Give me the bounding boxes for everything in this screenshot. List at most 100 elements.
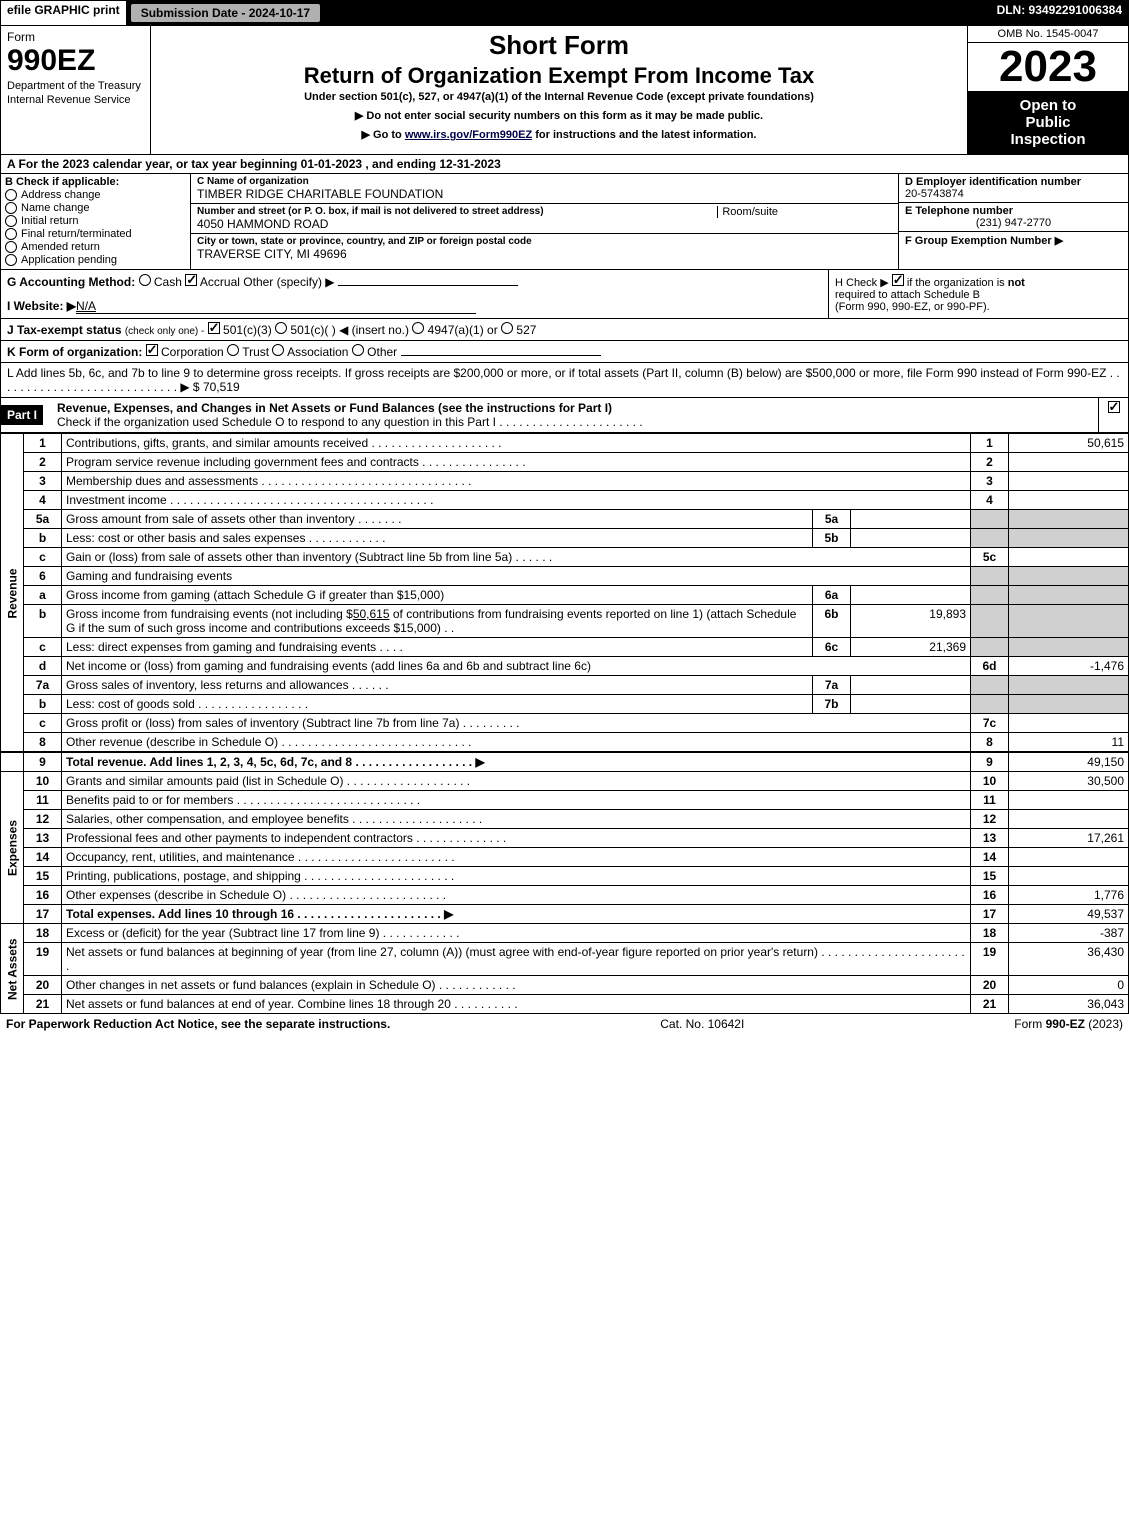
line-num: 5a: [24, 510, 62, 529]
shaded-cell: [971, 638, 1009, 657]
subline-amount: [851, 695, 971, 714]
line-amount: -1,476: [1009, 657, 1129, 676]
line-num: 9: [24, 752, 62, 772]
line-ref: 14: [971, 848, 1009, 867]
line-desc: Less: cost or other basis and sales expe…: [62, 529, 813, 548]
j-527-checkbox[interactable]: [501, 322, 513, 334]
accrual-checkbox[interactable]: [185, 274, 197, 286]
note-goto-pre: ▶ Go to: [362, 129, 405, 141]
cash-checkbox[interactable]: [139, 274, 151, 286]
footer-right: Form 990-EZ (2023): [1014, 1017, 1123, 1031]
l6b-d1: Gross income from fundraising events (no…: [66, 607, 353, 621]
k-other-checkbox[interactable]: [352, 344, 364, 356]
efile-print-label[interactable]: efile GRAPHIC print: [1, 1, 128, 25]
j-opt2: 501(c)( ) ◀ (insert no.): [290, 323, 409, 337]
part-i-checkbox[interactable]: [1108, 401, 1120, 413]
line-num: 18: [24, 924, 62, 943]
other-specify-input[interactable]: [338, 285, 518, 286]
line-amount: [1009, 491, 1129, 510]
line-ref: 5c: [971, 548, 1009, 567]
revenue-vlabel: Revenue: [1, 434, 24, 753]
chk-label: Name change: [21, 202, 90, 214]
org-name: TIMBER RIDGE CHARITABLE FOUNDATION: [197, 187, 892, 201]
k-trust-checkbox[interactable]: [227, 344, 239, 356]
chk-name-change[interactable]: Name change: [5, 202, 186, 214]
line-desc: Gross sales of inventory, less returns a…: [62, 676, 813, 695]
j-opt1: 501(c)(3): [223, 323, 272, 337]
checkbox-icon[interactable]: [5, 241, 17, 253]
line-amount: -387: [1009, 924, 1129, 943]
part-i-header: Part I Revenue, Expenses, and Changes in…: [0, 398, 1129, 433]
shaded-cell: [1009, 695, 1129, 714]
irs-link[interactable]: www.irs.gov/Form990EZ: [405, 129, 532, 141]
table-row: 3 Membership dues and assessments . . . …: [1, 472, 1129, 491]
k-assoc-checkbox[interactable]: [272, 344, 284, 356]
omb-number: OMB No. 1545-0047: [968, 26, 1128, 43]
line-amount: [1009, 810, 1129, 829]
chk-initial-return[interactable]: Initial return: [5, 215, 186, 227]
table-row: Expenses 10 Grants and similar amounts p…: [1, 772, 1129, 791]
line-ref: 11: [971, 791, 1009, 810]
roomsuite-label: Room/suite: [717, 206, 778, 218]
i-label: I Website: ▶: [7, 299, 76, 313]
line-num: a: [24, 586, 62, 605]
line-ref: 1: [971, 434, 1009, 453]
h-text1: H Check ▶: [835, 277, 889, 289]
line-ref: 4: [971, 491, 1009, 510]
line-desc: Professional fees and other payments to …: [62, 829, 971, 848]
expenses-vlabel: Expenses: [1, 772, 24, 924]
line-num: 16: [24, 886, 62, 905]
subline-ref: 7a: [813, 676, 851, 695]
h-checkbox[interactable]: [892, 274, 904, 286]
checkbox-icon[interactable]: [5, 189, 17, 201]
shaded-cell: [971, 586, 1009, 605]
part-i-check-text: Check if the organization used Schedule …: [57, 415, 643, 429]
group-exemption-cell: F Group Exemption Number ▶: [899, 232, 1128, 269]
table-row: 11 Benefits paid to or for members . . .…: [1, 791, 1129, 810]
k-other-input[interactable]: [401, 355, 601, 356]
k-assoc: Association: [287, 345, 348, 359]
table-row: 5a Gross amount from sale of assets othe…: [1, 510, 1129, 529]
shaded-cell: [1009, 510, 1129, 529]
table-row: 19 Net assets or fund balances at beginn…: [1, 943, 1129, 976]
checkbox-icon[interactable]: [5, 228, 17, 240]
line-num: 21: [24, 995, 62, 1014]
subline-ref: 6a: [813, 586, 851, 605]
org-city-cell: City or town, state or province, country…: [191, 234, 898, 263]
part-i-badge: Part I: [1, 405, 43, 425]
footer-right-post: (2023): [1085, 1017, 1123, 1031]
table-row: 13 Professional fees and other payments …: [1, 829, 1129, 848]
chk-amended-return[interactable]: Amended return: [5, 241, 186, 253]
part-i-label-wrap: Part I: [1, 398, 51, 432]
line-num: 4: [24, 491, 62, 510]
table-row: 7a Gross sales of inventory, less return…: [1, 676, 1129, 695]
line-num: b: [24, 695, 62, 714]
line-amount: 1,776: [1009, 886, 1129, 905]
chk-address-change[interactable]: Address change: [5, 189, 186, 201]
j-501c-checkbox[interactable]: [275, 322, 287, 334]
top-bar: efile GRAPHIC print Submission Date - 20…: [0, 0, 1129, 26]
h-not: not: [1008, 277, 1025, 289]
j-501c3-checkbox[interactable]: [208, 322, 220, 334]
line-desc: Other changes in net assets or fund bala…: [62, 976, 971, 995]
checkbox-icon[interactable]: [5, 202, 17, 214]
line-desc: Benefits paid to or for members . . . . …: [62, 791, 971, 810]
line-ref: 3: [971, 472, 1009, 491]
subline-ref: 6c: [813, 638, 851, 657]
j-4947-checkbox[interactable]: [412, 322, 424, 334]
checkbox-icon[interactable]: [5, 254, 17, 266]
checkbox-icon[interactable]: [5, 215, 17, 227]
e-tel-label: E Telephone number: [905, 205, 1122, 217]
l-text: L Add lines 5b, 6c, and 7b to line 9 to …: [7, 366, 1120, 394]
footer-left: For Paperwork Reduction Act Notice, see …: [6, 1017, 390, 1031]
org-name-cell: C Name of organization TIMBER RIDGE CHAR…: [191, 174, 898, 204]
chk-final-return[interactable]: Final return/terminated: [5, 228, 186, 240]
table-row: Revenue 1 Contributions, gifts, grants, …: [1, 434, 1129, 453]
line17-bold: Total expenses. Add lines 10 through 16 …: [66, 907, 453, 921]
chk-application-pending[interactable]: Application pending: [5, 254, 186, 266]
line-num: 2: [24, 453, 62, 472]
line-desc: Grants and similar amounts paid (list in…: [62, 772, 971, 791]
k-corp-checkbox[interactable]: [146, 344, 158, 356]
shaded-cell: [971, 605, 1009, 638]
h-text4: (Form 990, 990-EZ, or 990-PF).: [835, 301, 990, 313]
